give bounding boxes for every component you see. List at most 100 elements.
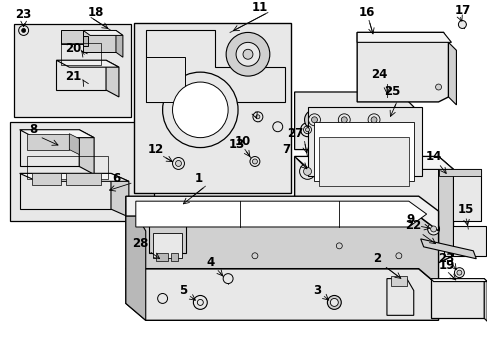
Bar: [66, 174, 101, 185]
Circle shape: [243, 49, 252, 59]
Bar: [170, 253, 178, 261]
Polygon shape: [125, 269, 438, 320]
Text: 3: 3: [313, 284, 321, 297]
Circle shape: [193, 296, 207, 309]
Bar: [26, 156, 108, 179]
Bar: [83, 36, 88, 46]
Circle shape: [326, 296, 341, 309]
Circle shape: [172, 158, 184, 170]
Polygon shape: [356, 32, 450, 42]
Polygon shape: [83, 31, 122, 35]
Text: 5: 5: [179, 284, 187, 297]
Polygon shape: [294, 92, 413, 149]
Polygon shape: [20, 130, 94, 138]
Circle shape: [300, 123, 314, 137]
Text: 9: 9: [406, 212, 414, 226]
Circle shape: [305, 128, 309, 132]
Text: 28: 28: [132, 237, 149, 250]
Text: 16: 16: [358, 6, 374, 19]
Bar: [152, 233, 182, 258]
Text: 22: 22: [405, 220, 421, 233]
Circle shape: [19, 26, 28, 35]
Bar: [61, 31, 83, 44]
Circle shape: [157, 293, 167, 303]
Text: 13: 13: [228, 138, 244, 151]
Polygon shape: [20, 174, 129, 181]
Circle shape: [172, 240, 178, 246]
Text: 15: 15: [457, 203, 473, 216]
Polygon shape: [420, 239, 475, 259]
Text: 23: 23: [437, 252, 454, 265]
Polygon shape: [20, 130, 79, 166]
Bar: [134, 23, 290, 193]
Bar: [14, 24, 131, 117]
Polygon shape: [79, 130, 94, 174]
Circle shape: [370, 117, 376, 123]
Circle shape: [21, 28, 25, 32]
Polygon shape: [443, 226, 485, 256]
Text: 4: 4: [206, 256, 214, 269]
Bar: [155, 253, 167, 261]
Polygon shape: [430, 279, 483, 318]
Circle shape: [175, 161, 181, 166]
Polygon shape: [145, 57, 185, 102]
Polygon shape: [125, 196, 438, 231]
Circle shape: [249, 157, 259, 166]
Polygon shape: [106, 60, 119, 97]
Circle shape: [430, 226, 436, 232]
Bar: [32, 174, 61, 185]
Text: 25: 25: [383, 85, 399, 99]
Polygon shape: [447, 42, 455, 105]
Circle shape: [272, 122, 282, 132]
Circle shape: [163, 72, 238, 148]
Text: 24: 24: [370, 68, 386, 81]
Circle shape: [341, 117, 346, 123]
Polygon shape: [136, 201, 426, 227]
Circle shape: [299, 163, 315, 179]
Circle shape: [427, 223, 439, 235]
Circle shape: [225, 32, 269, 76]
Circle shape: [338, 114, 349, 126]
Circle shape: [435, 84, 441, 90]
Circle shape: [453, 268, 464, 278]
Polygon shape: [294, 157, 452, 170]
Polygon shape: [26, 134, 69, 149]
Bar: [319, 137, 408, 186]
Text: 19: 19: [437, 259, 454, 272]
Circle shape: [252, 159, 257, 164]
Bar: [314, 122, 413, 181]
Text: 2: 2: [372, 252, 380, 265]
Polygon shape: [56, 60, 106, 90]
Bar: [148, 218, 186, 253]
Circle shape: [172, 82, 228, 138]
Circle shape: [252, 112, 263, 122]
Text: 18: 18: [88, 6, 104, 19]
Text: 17: 17: [453, 4, 469, 17]
Polygon shape: [483, 279, 486, 321]
Circle shape: [395, 253, 401, 259]
Text: 7: 7: [282, 143, 290, 156]
Bar: [61, 43, 101, 65]
Polygon shape: [83, 31, 116, 52]
Polygon shape: [386, 279, 413, 315]
Circle shape: [330, 298, 338, 306]
Text: 14: 14: [425, 150, 441, 163]
Text: 11: 11: [251, 1, 267, 14]
Text: 21: 21: [65, 69, 81, 82]
Polygon shape: [145, 31, 284, 102]
Polygon shape: [294, 157, 452, 263]
Polygon shape: [438, 157, 452, 256]
Circle shape: [308, 114, 320, 126]
Circle shape: [251, 253, 257, 259]
Text: 10: 10: [234, 135, 251, 148]
Circle shape: [304, 110, 324, 130]
Circle shape: [456, 270, 461, 275]
Polygon shape: [125, 216, 438, 285]
Polygon shape: [56, 60, 119, 67]
Circle shape: [367, 114, 379, 126]
Circle shape: [311, 117, 317, 123]
Polygon shape: [125, 196, 145, 320]
Bar: [307, 107, 421, 176]
Text: 20: 20: [65, 42, 81, 55]
Text: 12: 12: [147, 143, 163, 156]
